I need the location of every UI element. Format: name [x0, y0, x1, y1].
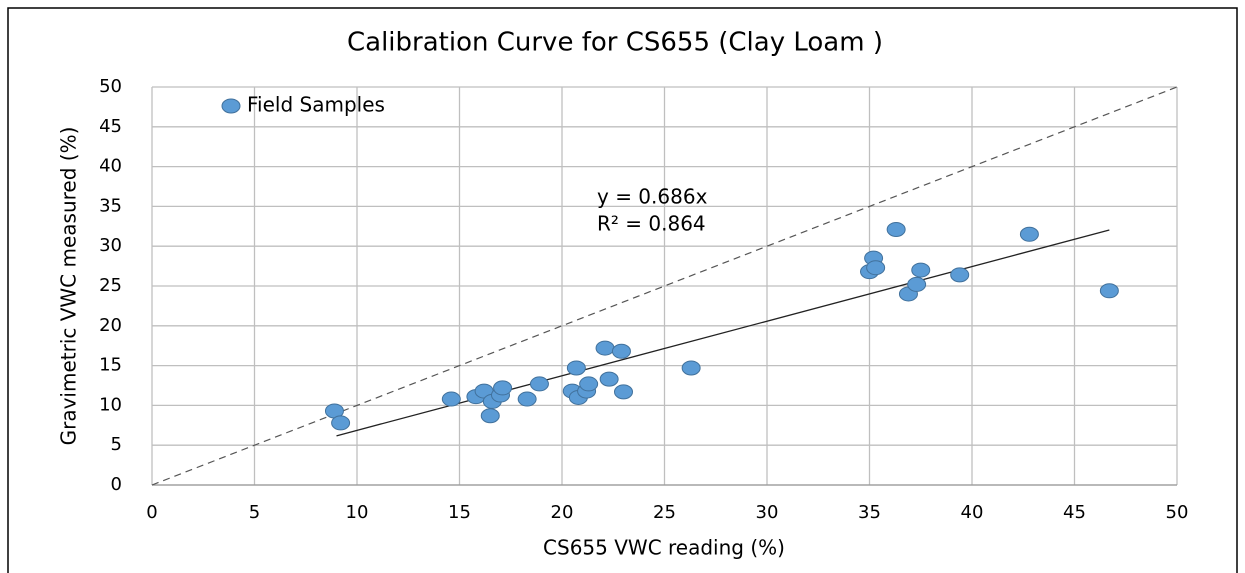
x-tick-label: 35: [858, 502, 881, 523]
data-point: [480, 408, 500, 424]
x-tick-label: 20: [551, 502, 574, 523]
y-tick-label: 50: [99, 76, 122, 97]
x-tick-label: 30: [756, 502, 779, 523]
data-point: [950, 267, 970, 283]
data-point: [1099, 283, 1119, 299]
annotation: R² = 0.864: [597, 212, 706, 236]
y-axis-label: Gravimetric VWC measured (%): [57, 127, 81, 446]
legend-label: Field Samples: [247, 93, 385, 117]
y-tick-label: 15: [99, 355, 122, 376]
data-point: [907, 276, 927, 292]
annotation: y = 0.686x: [597, 185, 708, 209]
data-point: [441, 391, 461, 407]
y-tick-label: 10: [99, 394, 122, 415]
y-tick-label: 25: [99, 275, 122, 296]
x-tick-label: 50: [1166, 502, 1189, 523]
y-tick-label: 5: [111, 434, 122, 455]
data-point: [886, 221, 906, 237]
data-point: [517, 391, 537, 407]
data-point: [595, 340, 615, 356]
y-tick-label: 20: [99, 315, 122, 336]
data-point: [681, 360, 701, 376]
y-tick-label: 45: [99, 116, 122, 137]
identity-line: [151, 86, 1178, 486]
x-tick-label: 5: [249, 502, 260, 523]
data-point: [614, 384, 633, 400]
y-tick-label: 30: [99, 235, 122, 256]
x-tick-label: 0: [146, 502, 157, 523]
legend-marker: [221, 98, 241, 114]
data-point: [493, 380, 513, 396]
y-tick-label: 35: [99, 195, 122, 216]
data-point: [331, 415, 351, 431]
data-point: [866, 260, 886, 276]
data-point: [599, 371, 619, 387]
data-point: [611, 343, 631, 359]
x-tick-label: 25: [653, 502, 676, 523]
data-point: [529, 376, 549, 392]
x-tick-label: 15: [448, 502, 471, 523]
x-tick-label: 45: [1063, 502, 1086, 523]
frame: [7, 7, 1238, 573]
chart-title: Calibration Curve for CS655 (Clay Loam ): [347, 28, 883, 58]
x-tick-label: 40: [961, 502, 984, 523]
data-point: [566, 360, 586, 376]
data-point: [1019, 226, 1039, 242]
y-tick-label: 40: [99, 156, 122, 177]
data-point: [579, 376, 599, 392]
x-tick-label: 10: [346, 502, 369, 523]
data-point: [911, 262, 931, 278]
x-axis-label: CS655 VWC reading (%): [543, 536, 785, 560]
y-tick-label: 0: [111, 474, 122, 495]
trendline: [336, 229, 1110, 437]
